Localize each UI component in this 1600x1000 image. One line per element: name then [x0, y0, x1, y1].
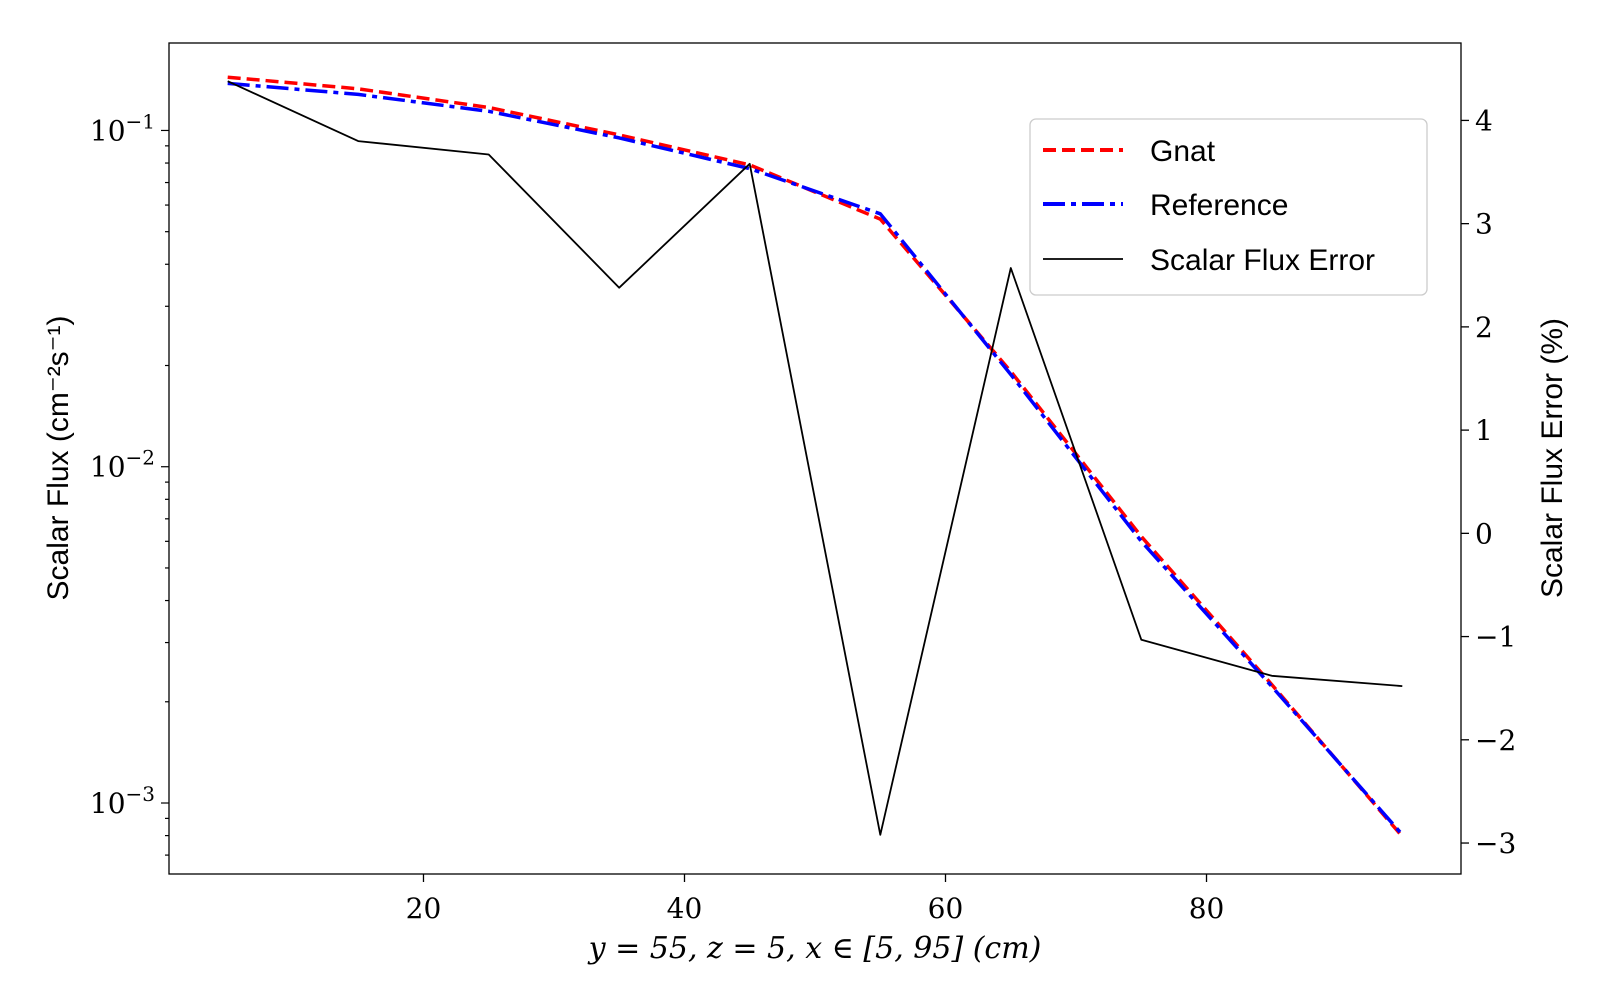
series-line-scalar-flux-error: [227, 80, 1403, 836]
y-left-tick-label: 10−1: [90, 109, 155, 147]
y-right-tick-label: 0: [1475, 517, 1493, 550]
x-axis: 20 40 60 80: [406, 874, 1225, 925]
y-axis-right: 4 3 2 1 0 −1 −2 −3: [1461, 104, 1516, 860]
y-right-tick-label: 4: [1475, 104, 1493, 137]
x-tick-label: 40: [667, 892, 703, 925]
series-line-reference: [227, 81, 1404, 836]
series-layer: [227, 75, 1404, 838]
y-axis-left-title: Scalar Flux (cm⁻²s⁻¹): [42, 316, 75, 601]
y-right-tick-label: 3: [1475, 208, 1493, 241]
y-axis-right-title: Scalar Flux Error (%): [1536, 318, 1569, 598]
legend-label-reference: Reference: [1150, 189, 1288, 222]
legend-label-gnat: Gnat: [1150, 135, 1216, 168]
y-right-tick-label: 1: [1475, 414, 1493, 447]
legend: Gnat Reference Scalar Flux Error: [1029, 118, 1428, 296]
y-right-tick-label: −2: [1475, 724, 1516, 757]
plot-frame: [168, 42, 1462, 875]
legend-frame: [1029, 118, 1428, 296]
y-right-tick-label: −3: [1475, 827, 1516, 860]
x-axis-title: y = 55, z = 5, x ∈ [5, 95] (cm): [587, 931, 1042, 966]
y-right-tick-label: −1: [1475, 621, 1516, 654]
legend-label-scalar-flux-error: Scalar Flux Error: [1150, 244, 1375, 277]
y-axis-left: 10−1 10−2 10−3: [90, 109, 169, 856]
y-right-tick-label: 2: [1475, 311, 1493, 344]
x-tick-label: 20: [406, 892, 442, 925]
x-tick-label: 80: [1189, 892, 1225, 925]
y-left-tick-label: 10−3: [90, 782, 155, 820]
y-left-tick-label: 10−2: [90, 446, 155, 484]
x-tick-label: 60: [928, 892, 964, 925]
